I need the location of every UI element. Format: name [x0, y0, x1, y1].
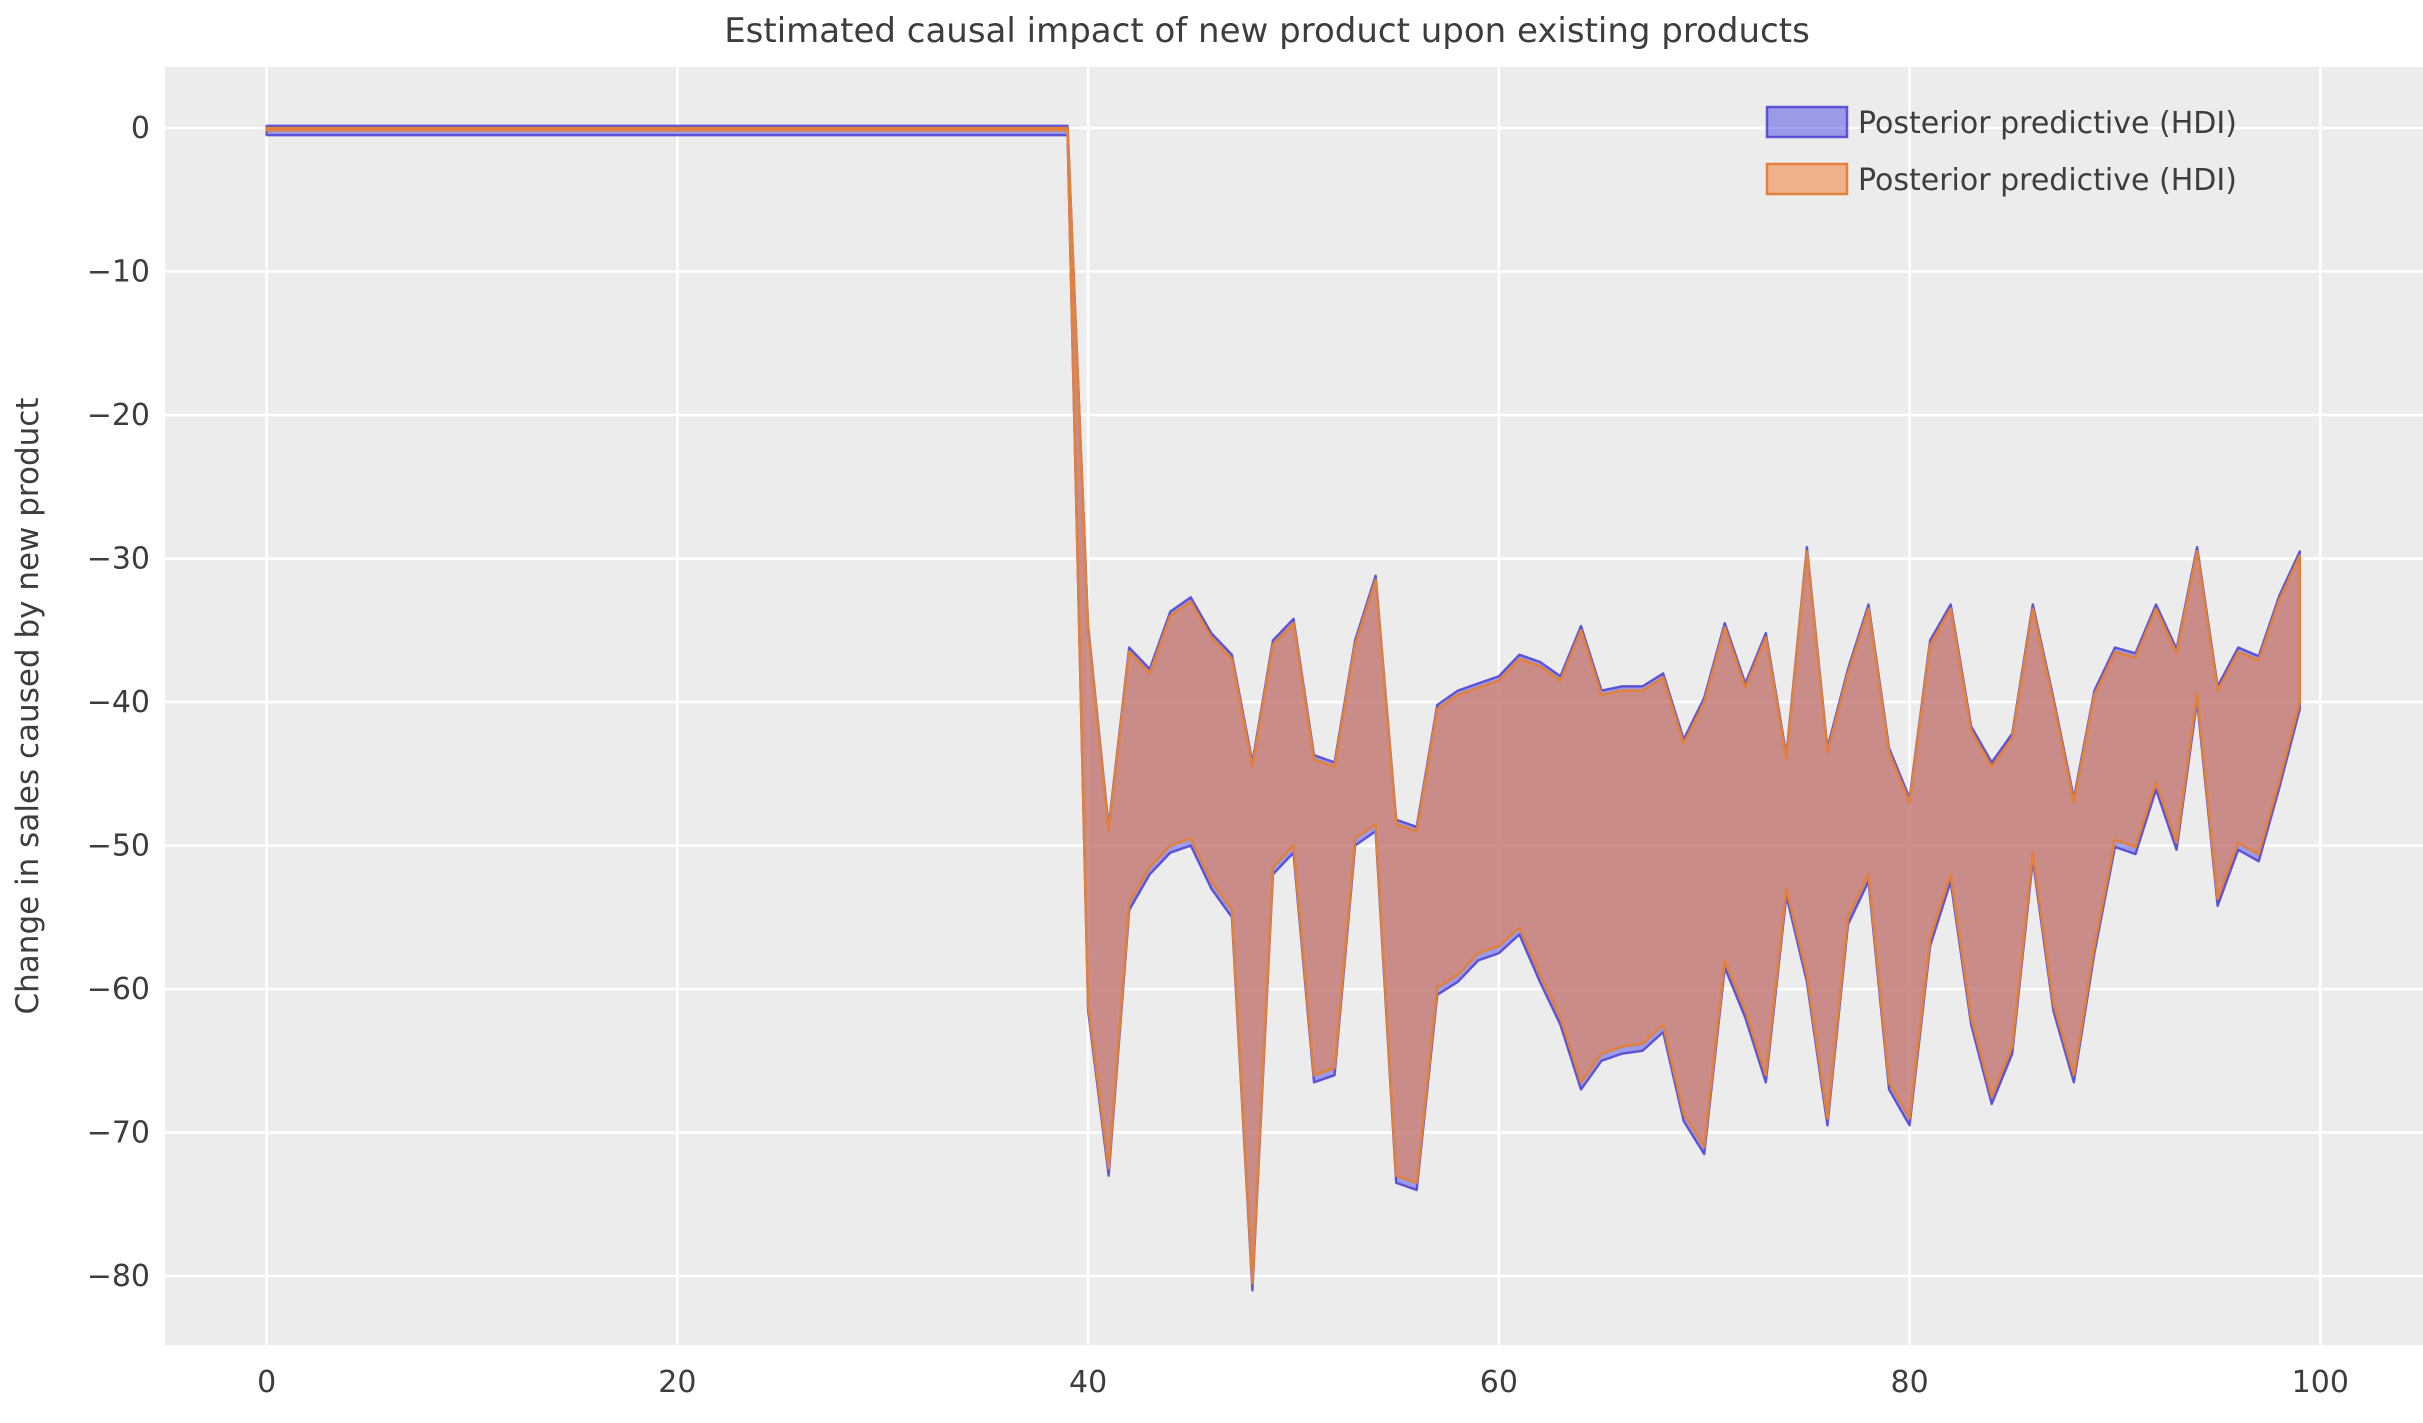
legend: Posterior predictive (HDI) Posterior pre…	[1765, 105, 2237, 198]
x-tick-label: 0	[257, 1365, 276, 1400]
legend-entry-posterior-predictive-orange: Posterior predictive (HDI)	[1765, 162, 2237, 198]
legend-entry-posterior-predictive-blue: Posterior predictive (HDI)	[1765, 105, 2237, 141]
y-axis-label: Change in sales caused by new product	[10, 398, 46, 1015]
hdi-bands	[265, 124, 2302, 1292]
y-tick-label: −60	[87, 972, 150, 1007]
y-tick-label: −30	[87, 542, 150, 577]
y-tick-label: −10	[87, 255, 150, 290]
y-tick-label: −70	[87, 1116, 150, 1151]
legend-swatch-orange	[1765, 162, 1849, 196]
y-axis-tick-labels: 0 −10 −20 −30 −40 −50 −60 −70 −80	[87, 111, 150, 1294]
y-tick-label: 0	[131, 111, 150, 146]
chart-title: Estimated causal impact of new product u…	[724, 11, 1810, 51]
x-tick-label: 20	[658, 1365, 696, 1400]
y-tick-label: −50	[87, 829, 150, 864]
x-tick-label: 40	[1069, 1365, 1107, 1400]
x-axis-tick-labels: 0 20 40 60 80 100	[257, 1365, 2349, 1400]
x-tick-label: 60	[1480, 1365, 1518, 1400]
x-tick-label: 100	[2292, 1365, 2349, 1400]
y-tick-label: −20	[87, 398, 150, 433]
legend-label-orange: Posterior predictive (HDI)	[1858, 163, 2237, 198]
legend-swatch-blue	[1765, 105, 1849, 139]
x-tick-label: 80	[1890, 1365, 1928, 1400]
y-tick-label: −40	[87, 685, 150, 720]
y-tick-label: −80	[87, 1259, 150, 1294]
posterior-predictive-hdi-band-orange	[265, 126, 2302, 1285]
legend-label-blue: Posterior predictive (HDI)	[1858, 106, 2237, 141]
